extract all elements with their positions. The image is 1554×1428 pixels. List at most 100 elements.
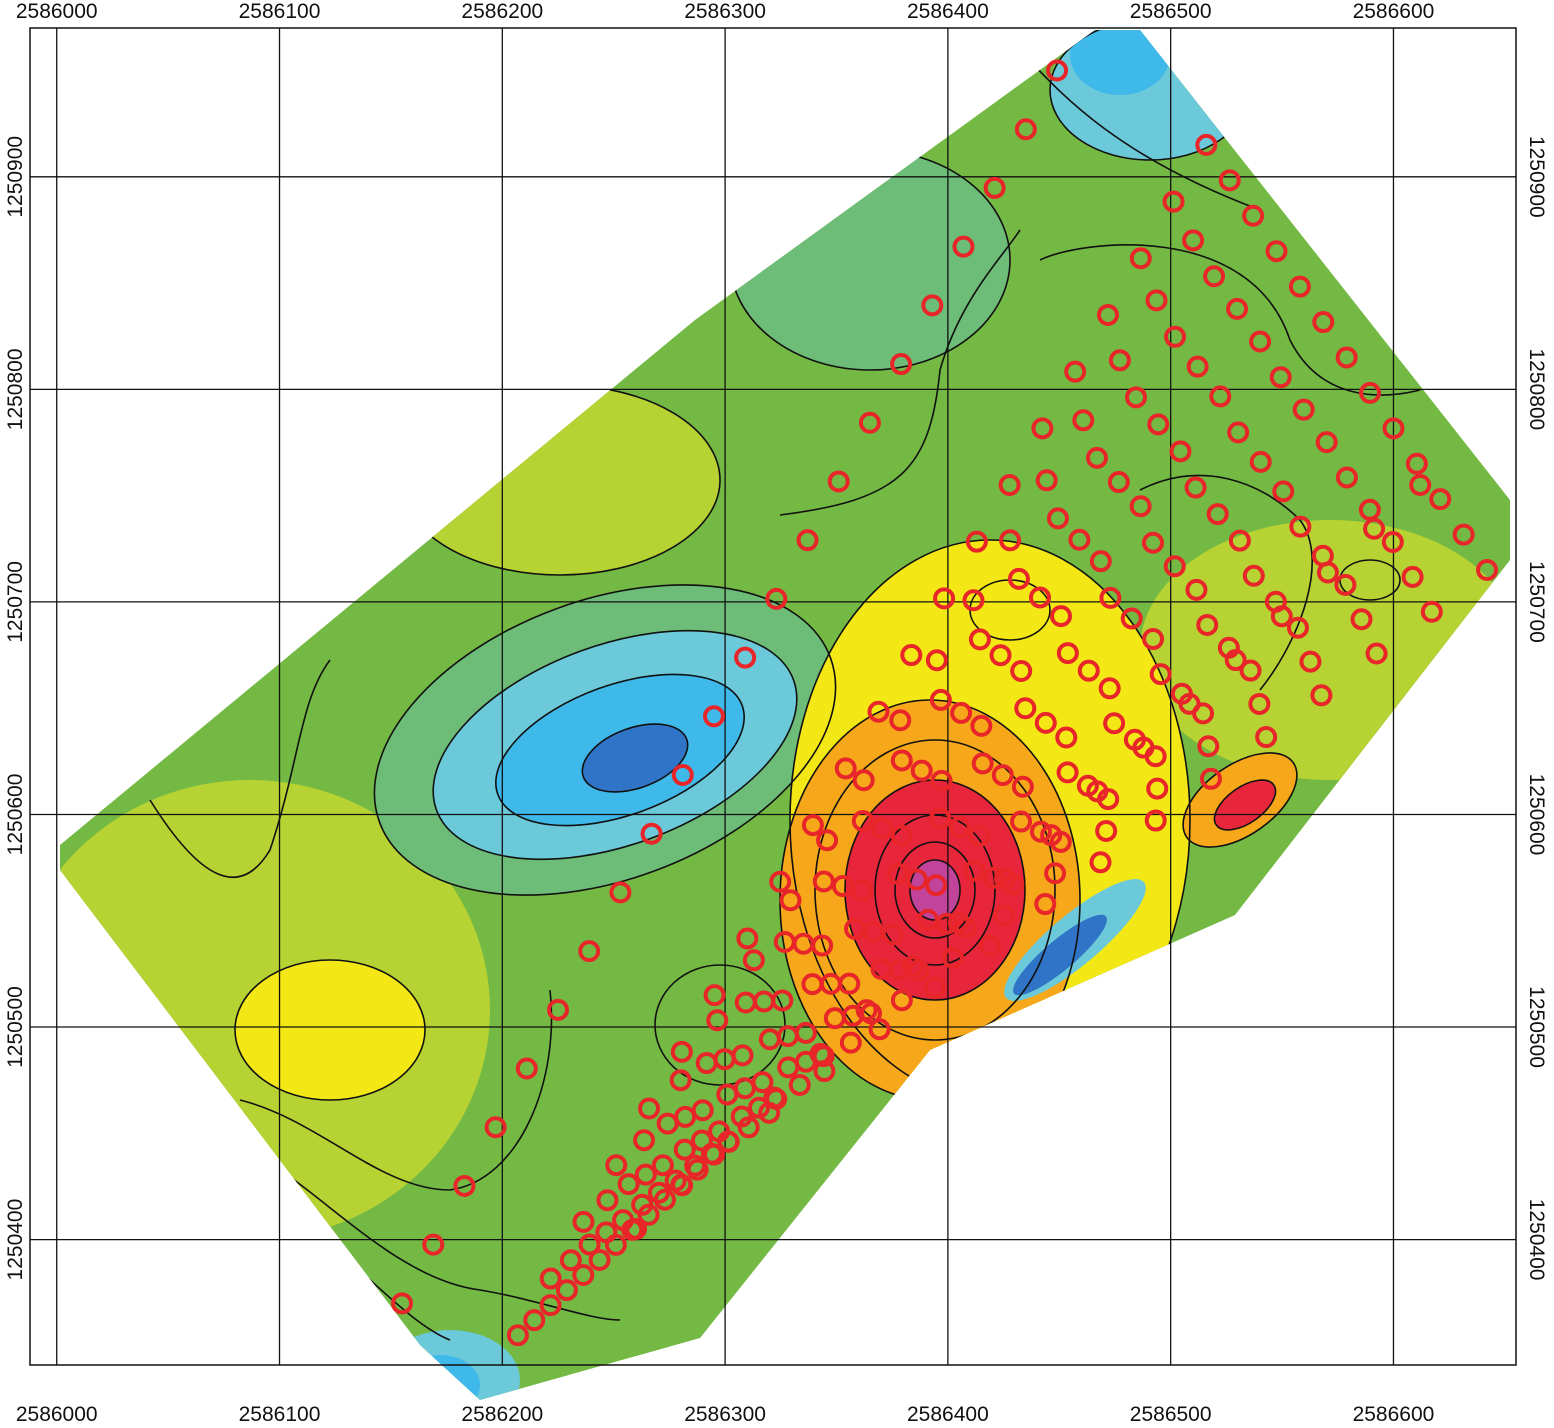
sample-point-marker (1014, 118, 1037, 141)
sample-point-marker (736, 927, 759, 950)
sample-point-marker (621, 1218, 644, 1241)
sample-point-marker (523, 1309, 546, 1332)
sample-point-marker (1014, 697, 1037, 720)
sample-point-marker (1350, 608, 1373, 631)
sample-point-marker (1144, 745, 1167, 768)
sample-point-marker (706, 1009, 729, 1032)
x-tick-label-bottom: 2586400 (907, 1403, 989, 1426)
x-tick-label-top: 2586400 (907, 0, 989, 23)
sample-point-marker (1046, 59, 1069, 82)
sample-point-marker (747, 1096, 770, 1119)
sample-point-marker (1108, 349, 1131, 372)
sample-point-marker (827, 470, 850, 493)
sample-point-marker (788, 1073, 811, 1096)
sample-point-marker (1076, 774, 1099, 797)
contour-line (149, 659, 331, 878)
sample-point-marker (1269, 366, 1292, 389)
sample-point-marker (1099, 586, 1122, 609)
sample-point-marker (890, 749, 913, 772)
sample-point-marker (717, 1130, 740, 1153)
sample-point-marker (890, 824, 913, 847)
sample-point-marker (1064, 360, 1087, 383)
sample-point-marker (391, 1292, 414, 1315)
sample-point-marker (1056, 642, 1079, 665)
sample-point-marker (963, 859, 986, 882)
sample-point-marker (1218, 169, 1241, 192)
contour-line (814, 739, 1056, 1041)
sample-point-marker (572, 1264, 595, 1287)
sample-point-marker (703, 984, 726, 1007)
sample-point-marker (1217, 636, 1240, 659)
sample-point-marker (1272, 480, 1295, 503)
sample-point-marker (1310, 684, 1333, 707)
y-tick-label-left: 1250700 (4, 561, 27, 643)
contour-line (779, 229, 1021, 516)
sample-point-marker (921, 294, 944, 317)
sample-point-marker (933, 587, 956, 610)
sample-point-marker (1288, 275, 1311, 298)
x-tick-label-bottom: 2586300 (684, 1403, 766, 1426)
x-tick-label-top: 2586500 (1130, 0, 1212, 23)
sample-point-marker (1163, 555, 1186, 578)
sample-point-marker (962, 589, 985, 612)
sample-point-marker (1184, 476, 1207, 499)
sample-point-marker (670, 1173, 693, 1196)
contour-line (581, 723, 689, 793)
sample-point-marker (890, 989, 913, 1012)
sample-point-marker (982, 866, 1005, 889)
sample-point-marker (640, 822, 663, 845)
sample-point-marker (559, 1249, 582, 1272)
sample-point-marker (609, 881, 632, 904)
x-tick-label-top: 2586200 (461, 0, 543, 23)
sample-point-marker (1420, 600, 1443, 623)
sample-point-marker (1002, 873, 1025, 896)
sample-point-marker (604, 1233, 627, 1256)
sample-point-marker (1227, 421, 1250, 444)
sample-markers (391, 59, 1499, 1347)
contour-line (264, 1159, 621, 1321)
sample-point-marker (858, 411, 881, 434)
sample-point-marker (929, 688, 952, 711)
sample-point-marker (731, 1044, 754, 1067)
sample-point-marker (742, 949, 765, 972)
sample-point-marker (673, 1138, 696, 1161)
sample-point-marker (637, 1203, 660, 1226)
sample-point-marker (539, 1267, 562, 1290)
y-tick-label-right: 1250500 (1525, 986, 1548, 1068)
sample-point-marker (1007, 567, 1030, 590)
sample-point-marker (929, 807, 952, 830)
sample-point-marker (751, 1071, 774, 1094)
sample-point-marker (1405, 452, 1428, 475)
sample-point-marker (812, 870, 835, 893)
sample-point-marker (1242, 564, 1265, 587)
y-tick-label-right: 1250600 (1525, 774, 1548, 856)
sample-point-marker (651, 1154, 674, 1177)
x-tick-label-bottom: 2586000 (16, 1403, 98, 1426)
sample-point-marker (952, 235, 975, 258)
sample-point-marker (850, 879, 873, 902)
sample-point-marker (1145, 289, 1168, 312)
sample-point-marker (796, 529, 819, 552)
x-tick-label-top: 2586000 (16, 0, 98, 23)
sample-point-marker (907, 959, 930, 982)
sample-point-marker (950, 701, 973, 724)
sample-point-marker (1359, 381, 1382, 404)
sample-point-marker (765, 1087, 788, 1110)
sample-point-marker (954, 916, 977, 939)
sample-point-marker (1046, 507, 1069, 530)
sample-point-marker (1228, 529, 1251, 552)
sample-point-marker (700, 1142, 723, 1165)
sample-point-marker (998, 474, 1021, 497)
sample-point-marker (1185, 578, 1208, 601)
sample-point-marker (1299, 650, 1322, 673)
sample-point-marker (734, 646, 757, 669)
sample-point-marker (890, 353, 913, 376)
sample-point-marker (811, 934, 834, 957)
sample-point-marker (1381, 531, 1404, 554)
sample-point-marker (1142, 531, 1165, 554)
sample-point-marker (801, 814, 824, 837)
contour-line (1213, 779, 1277, 831)
sample-point-marker (1010, 810, 1033, 833)
sample-point-marker (1077, 659, 1100, 682)
